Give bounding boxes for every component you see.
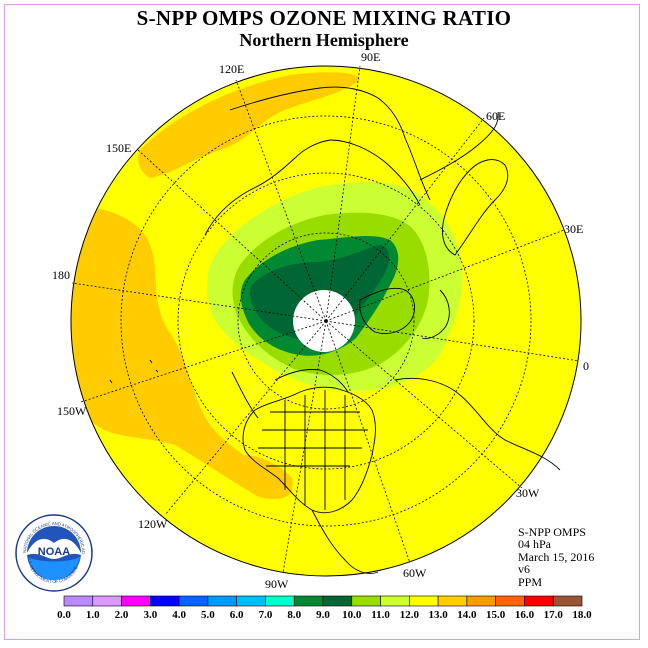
lon-label-0: 0 <box>583 359 589 373</box>
scale-tick-label: 16.0 <box>514 609 535 621</box>
scale-swatch <box>207 595 237 607</box>
graticule <box>71 65 580 574</box>
lon-label-30w: 30W <box>516 486 540 500</box>
scale-tick-label: 14.0 <box>457 609 477 621</box>
orange-region-west <box>71 206 293 500</box>
page-frame <box>4 4 640 640</box>
lon-label-120w: 120W <box>138 517 168 531</box>
scale-tick-label: 12.0 <box>399 609 419 621</box>
lon-label-60w: 60W <box>403 566 427 580</box>
svg-text:NOAA: NOAA <box>38 546 70 558</box>
scale-swatch <box>293 595 324 607</box>
page-title: S-NPP OMPS OZONE MIXING RATIO <box>136 6 512 30</box>
lon-label-30e: 30E <box>564 222 584 236</box>
scale-swatch <box>150 595 180 607</box>
page-subtitle: Northern Hemisphere <box>239 30 409 50</box>
map-outline <box>70 65 582 577</box>
coastlines <box>109 86 561 574</box>
info-line: 04 hPa <box>518 537 551 552</box>
noaa-logo: NOAA NATIONAL OCEANIC AND ATMOSPHERIC AD… <box>14 513 93 592</box>
scale-swatch <box>63 595 94 607</box>
lon-label-150w: 150W <box>57 404 87 418</box>
scale-swatch <box>322 595 353 607</box>
scale-tick-label: 2.0 <box>114 609 129 621</box>
info-line: S-NPP OMPS <box>518 525 586 539</box>
lon-label-180: 180 <box>52 268 70 282</box>
scale-tick-label: 15.0 <box>486 609 506 621</box>
scale-swatch <box>552 595 583 607</box>
scale-swatch <box>236 595 266 607</box>
scale-tick-label: 8.0 <box>287 609 302 621</box>
scale-tick-label: 5.0 <box>201 609 215 621</box>
scale-swatch <box>524 595 554 607</box>
product-info: S-NPP OMPS 04 hPa March 15, 2016 v6 PPM <box>518 526 594 588</box>
scale-tick-label: 13.0 <box>428 609 448 621</box>
lon-label-90w: 90W <box>265 577 289 591</box>
scale-swatch <box>495 595 525 607</box>
scale-swatch <box>265 595 295 607</box>
lon-label-60e: 60E <box>486 109 506 123</box>
info-line: March 15, 2016 <box>518 549 595 564</box>
orange-region-mexico <box>244 455 293 498</box>
info-line: v6 <box>518 562 530 577</box>
scale-swatch <box>466 595 496 607</box>
scale-swatch <box>409 595 439 607</box>
lon-label-120e: 120E <box>219 62 245 76</box>
scale-tick-label: 10.0 <box>342 609 362 621</box>
scale-swatch <box>178 595 209 607</box>
lon-label-150e: 150E <box>106 141 132 155</box>
scale-swatch <box>380 595 410 607</box>
scale-swatch <box>92 595 122 607</box>
scale-tick-label: 4.0 <box>172 609 186 621</box>
scale-swatch <box>437 595 468 607</box>
info-line: PPM <box>518 574 543 589</box>
scale-tick-label: 9.0 <box>316 609 330 621</box>
scale-tick-label: 1.0 <box>85 609 100 621</box>
orange-region-north <box>138 72 360 178</box>
scale-tick-label: 17.0 <box>543 609 563 621</box>
scale-tick-label: 7.0 <box>258 609 273 621</box>
scale-tick-label: 11.0 <box>371 609 390 621</box>
scale-tick-label: 3.0 <box>143 609 158 621</box>
scale-swatch <box>351 595 381 607</box>
scale-swatch <box>121 595 151 607</box>
lon-label-90e: 90E <box>361 50 381 64</box>
scale-tick-label: 18.0 <box>572 609 592 621</box>
scale-tick-label: 6.0 <box>229 609 244 621</box>
scale-tick-label: 0.0 <box>57 609 71 621</box>
